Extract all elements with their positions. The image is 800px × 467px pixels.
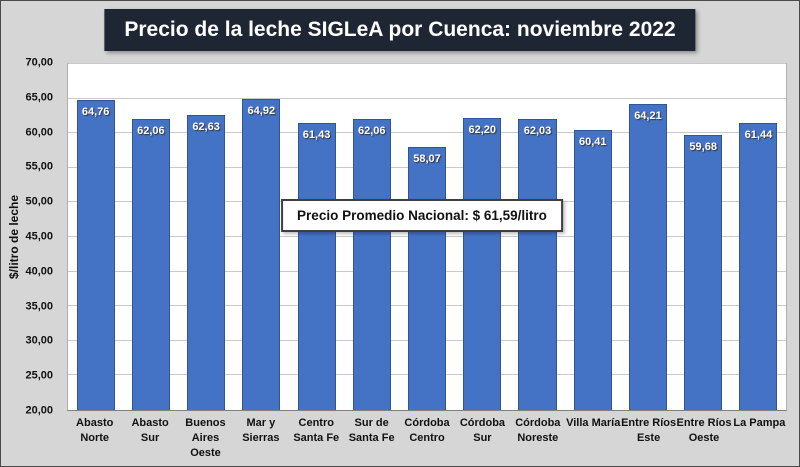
y-axis-tick-labels: 20,00 25,00 30,00 35,00 40,00 45,00 50,00 55,00… xyxy=(1,57,61,416)
bar-8: 62,03 xyxy=(518,119,557,410)
chart-title: Precio de la leche SIGLeA por Cuenca: no… xyxy=(104,9,696,51)
bar-1: 62,06 xyxy=(131,118,170,410)
bar-12: 61,44 xyxy=(739,123,778,410)
plot-area: 64,76 62,06 62,63 64,92 61,43 62,06 58,07 62,20… xyxy=(67,63,787,411)
bar-value-label: 58,07 xyxy=(413,152,441,165)
x-axis-label: Mar y Sierras xyxy=(242,417,280,444)
y-axis-tick-label: 60,00 xyxy=(25,126,53,139)
gridline xyxy=(68,63,786,64)
bar-6: 58,07 xyxy=(407,146,447,410)
bar-slot: 60,41 xyxy=(565,64,620,410)
y-axis-tick-label: 70,00 xyxy=(25,56,53,69)
bar-slot: 61,44 xyxy=(731,64,786,410)
bar-value-label: 64,76 xyxy=(81,106,110,119)
x-axis-label: Abasto Sur xyxy=(131,417,169,444)
bar-value-label: 64,21 xyxy=(634,110,662,123)
y-axis-tick-label: 45,00 xyxy=(25,230,53,243)
bar-slot: 62,20 xyxy=(455,64,510,410)
bar-series: 64,76 62,06 62,63 64,92 61,43 62,06 58,07 62,20… xyxy=(68,64,786,410)
bar-value-label: 61,44 xyxy=(744,129,773,142)
bar-7: 62,20 xyxy=(463,117,502,410)
gridline xyxy=(68,132,786,134)
bar-value-label: 62,20 xyxy=(468,123,497,136)
bar-slot: 62,06 xyxy=(344,64,399,410)
bar-slot: 62,03 xyxy=(510,64,565,410)
bar-10: 64,21 xyxy=(628,104,668,410)
bar-11: 59,68 xyxy=(684,135,723,410)
x-axis-label: Sur de Santa Fe xyxy=(348,417,395,444)
gridline xyxy=(68,97,786,99)
x-axis-label: Buenos Aires Oeste xyxy=(185,417,226,459)
y-axis-tick-label: 50,00 xyxy=(25,195,53,208)
bar-slot: 58,07 xyxy=(399,64,454,410)
bar-5: 62,06 xyxy=(352,118,391,410)
x-axis-label: Entre Ríos Oeste xyxy=(676,417,732,444)
bar-slot: 64,21 xyxy=(620,64,675,410)
bar-2: 62,63 xyxy=(187,115,226,410)
bar-value-label: 60,41 xyxy=(578,136,607,149)
y-axis-tick-label: 55,00 xyxy=(25,160,53,173)
bar-slot: 62,63 xyxy=(178,64,233,410)
bar-value-label: 62,63 xyxy=(192,121,220,134)
x-axis-label: Villa María xyxy=(566,417,621,429)
y-axis-tick-label: 25,00 xyxy=(25,369,53,382)
bar-value-label: 62,03 xyxy=(523,125,552,138)
y-axis-tick-label: 20,00 xyxy=(25,404,53,417)
bar-value-label: 64,92 xyxy=(247,105,276,118)
bar-slot: 59,68 xyxy=(676,64,731,410)
y-axis-tick-label: 35,00 xyxy=(25,300,53,313)
y-axis-tick-label: 65,00 xyxy=(25,91,53,104)
annotation-box: Precio Promedio Nacional: $ 61,59/litro xyxy=(281,198,563,232)
x-axis-label: Abasto Norte xyxy=(76,417,114,444)
bar-4: 61,43 xyxy=(297,123,336,410)
y-axis-tick-label: 40,00 xyxy=(25,265,53,278)
bar-0: 64,76 xyxy=(76,100,115,410)
x-axis-label: Córdoba Noreste xyxy=(515,417,561,444)
bar-value-label: 62,06 xyxy=(358,124,386,137)
x-axis-labels: Abasto Norte Abasto Sur Buenos Aires Oeste… xyxy=(67,416,787,461)
bar-value-label: 59,68 xyxy=(689,141,717,154)
bar-slot: 62,06 xyxy=(123,64,178,410)
x-axis-label: Entre Ríos Este xyxy=(621,417,677,444)
bar-slot: 64,76 xyxy=(68,64,123,410)
bar-slot: 61,43 xyxy=(289,64,344,410)
bar-value-label: 62,06 xyxy=(137,124,165,137)
bar-slot: 64,92 xyxy=(234,64,289,410)
bar-9: 60,41 xyxy=(573,130,612,410)
bar-3: 64,92 xyxy=(242,99,281,410)
x-axis-label: Córdoba Centro xyxy=(404,417,450,444)
x-axis-label: Centro Santa Fe xyxy=(293,417,340,444)
x-axis-label: Córdoba Sur xyxy=(459,417,506,444)
bar-value-label: 61,43 xyxy=(302,129,331,142)
y-axis-tick-label: 30,00 xyxy=(25,334,53,347)
x-axis-label: La Pampa xyxy=(733,417,786,429)
